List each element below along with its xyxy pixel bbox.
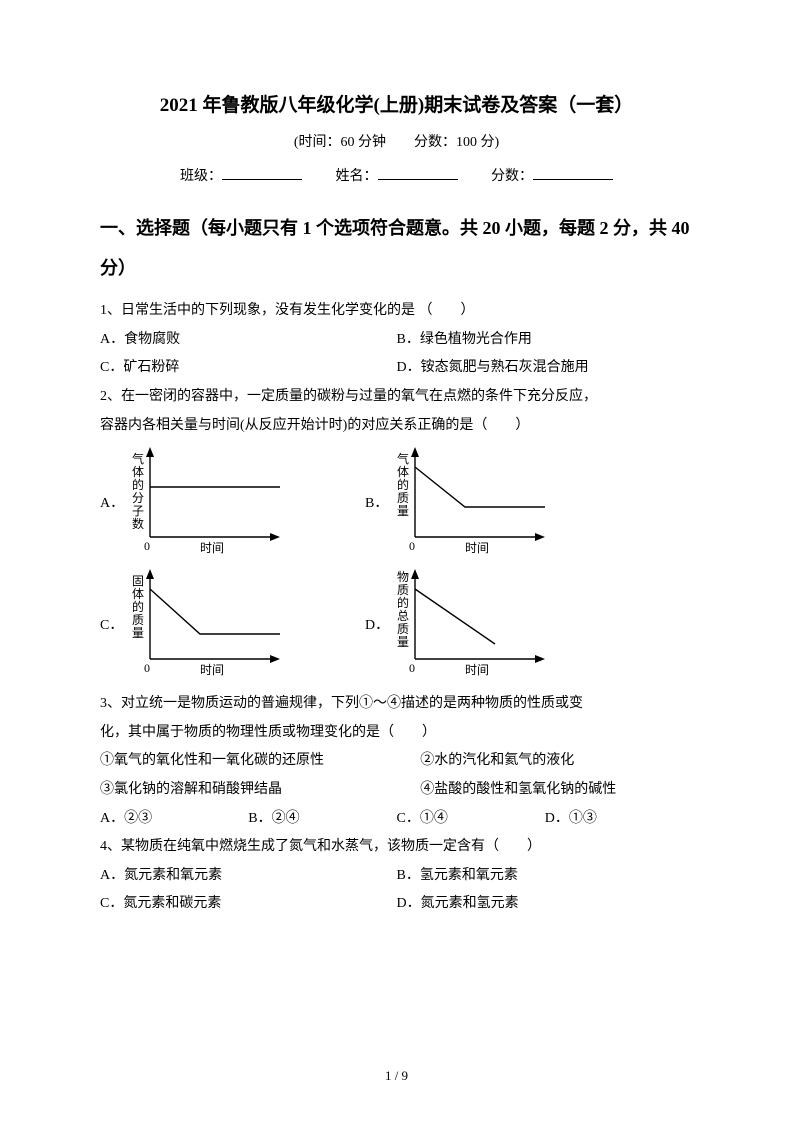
chartC-xarrow [270,655,280,663]
q3-opts: A．②③ B．②④ C．①④ D．①③ [100,806,693,833]
chartD-zero: 0 [409,661,415,675]
q3-optB: B．②④ [248,806,396,833]
q3-optD: D．①③ [545,806,693,833]
q2-stem2: 容器内各相关量与时间(从反应开始计时)的对应关系正确的是（ ） [100,413,693,440]
chartC-zero: 0 [144,661,150,675]
chartA-xarrow [270,533,280,541]
q3-item4: ④盐酸的酸性和氢氧化钠的碱性 [420,777,693,804]
q1-optA: A．食物腐败 [100,327,397,354]
q2-chartD: 物质的总质量 0 时间 [395,569,550,679]
chartC-ylabel: 固体的质量 [132,574,144,640]
chartA-ylabel: 气体的分子数 [132,451,144,531]
q3-optC: C．①④ [397,806,545,833]
chartD-line [415,589,495,644]
q4-optB: B．氢元素和氧元素 [397,863,694,890]
chartC-line [150,589,280,634]
chartB-yarrow [411,447,419,457]
chartD-xarrow [535,655,545,663]
q2-labelB: B． [365,492,395,512]
q2-charts-row1: A． 气体的分子数 0 时间 B． 气体的质量 0 时间 [100,447,693,557]
q2-labelA: A． [100,492,130,512]
q3-item2: ②水的汽化和氦气的液化 [420,748,693,775]
q3-line2: ③氯化钠的溶解和硝酸钾结晶 ④盐酸的酸性和氢氧化钠的碱性 [100,777,693,804]
score-blank[interactable] [533,179,613,180]
main-title: 2021 年鲁教版八年级化学(上册)期末试卷及答案（一套） [100,90,693,117]
q2-chartA: 气体的分子数 0 时间 [130,447,285,557]
q1-optB: B．绿色植物光合作用 [397,327,694,354]
chartA-xlabel: 时间 [200,541,224,555]
q2-charts-row2: C． 固体的质量 0 时间 D． 物质的总质量 0 时间 [100,569,693,679]
name-label: 姓名： [336,169,378,184]
q1-row2: C．矿石粉碎 D．铵态氮肥与熟石灰混合施用 [100,355,693,382]
chartB-xlabel: 时间 [465,541,489,555]
q4-stem: 4、某物质在纯氧中燃烧生成了氮气和水蒸气，该物质一定含有（ ） [100,834,693,861]
q2-chartB: 气体的质量 0 时间 [395,447,550,557]
q2-chartC: 固体的质量 0 时间 [130,569,285,679]
class-label: 班级： [180,169,222,184]
chartD-xlabel: 时间 [465,663,489,677]
q3-optA: A．②③ [100,806,248,833]
q3-stem1: 3、对立统一是物质运动的普遍规律，下列①～④描述的是两种物质的性质或变 [100,691,693,718]
name-blank[interactable] [378,179,458,180]
q2-stem1: 2、在一密闭的容器中，一定质量的碳粉与过量的氧气在点燃的条件下充分反应， [100,384,693,411]
class-blank[interactable] [222,179,302,180]
q1-row1: A．食物腐败 B．绿色植物光合作用 [100,327,693,354]
q2-labelC: C． [100,614,130,634]
q4-optC: C．氮元素和碳元素 [100,891,397,918]
chartC-yarrow [146,569,154,579]
chartB-xarrow [535,533,545,541]
q3-line1: ①氧气的氧化性和一氧化碳的还原性 ②水的汽化和氦气的液化 [100,748,693,775]
q3-item1: ①氧气的氧化性和一氧化碳的还原性 [100,748,420,775]
subtitle: (时间：60 分钟 分数：100 分) [100,131,693,151]
chartB-line [415,467,545,507]
q1-optC: C．矿石粉碎 [100,355,397,382]
chartB-zero: 0 [409,539,415,553]
section-heading: 一、选择题（每小题只有 1 个选项符合题意。共 20 小题，每题 2 分，共 4… [100,209,693,288]
q4-row2: C．氮元素和碳元素 D．氮元素和氢元素 [100,891,693,918]
q1-stem: 1、日常生活中的下列现象，没有发生化学变化的是 （ ） [100,298,693,325]
q3-item3: ③氯化钠的溶解和硝酸钾结晶 [100,777,420,804]
chartC-xlabel: 时间 [200,663,224,677]
q4-row1: A．氮元素和氧元素 B．氢元素和氧元素 [100,863,693,890]
chartB-ylabel: 气体的质量 [397,451,409,518]
q3-stem2: 化，其中属于物质的物理性质或物理变化的是（ ） [100,720,693,747]
score-label: 分数： [491,169,533,184]
chartA-zero: 0 [144,539,150,553]
q1-optD: D．铵态氮肥与熟石灰混合施用 [397,355,694,382]
chartA-yarrow [146,447,154,457]
q4-optA: A．氮元素和氧元素 [100,863,397,890]
chartD-yarrow [411,569,419,579]
info-line: 班级： 姓名： 分数： [100,165,693,185]
q2-labelD: D． [365,614,395,634]
page-number: 1 / 9 [0,1068,793,1084]
chartD-ylabel: 物质的总质量 [397,570,409,649]
q4-optD: D．氮元素和氢元素 [397,891,694,918]
